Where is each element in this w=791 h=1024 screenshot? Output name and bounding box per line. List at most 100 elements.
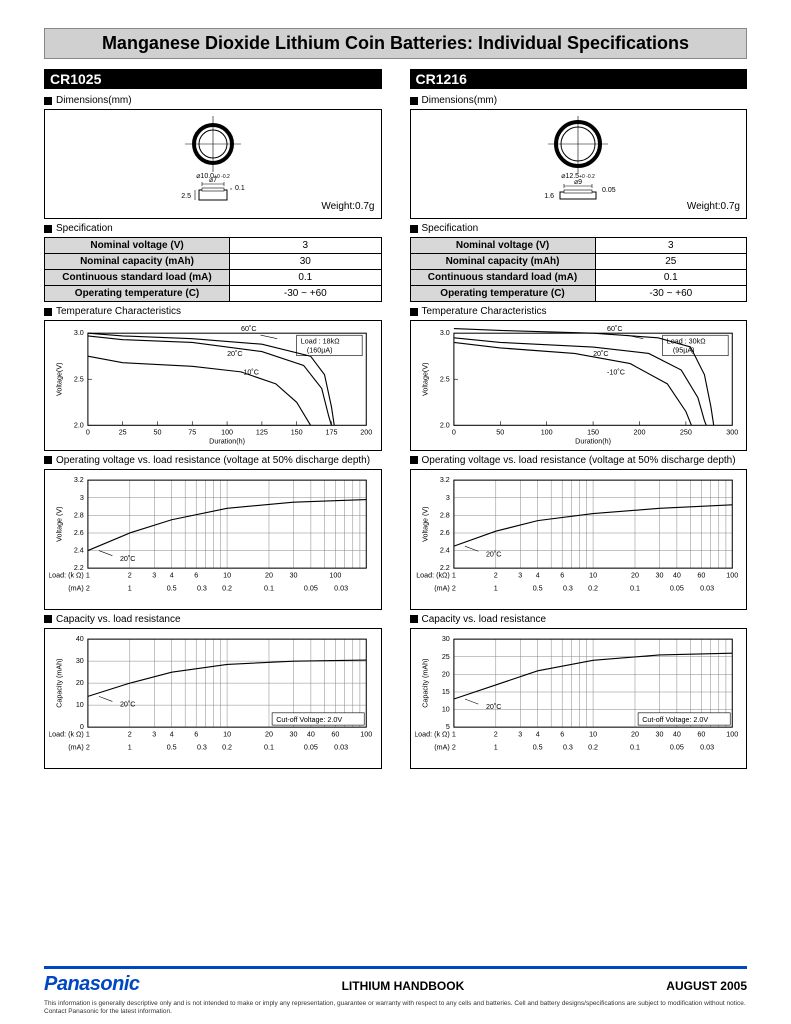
svg-text:0: 0 xyxy=(86,429,90,437)
svg-text:0.1: 0.1 xyxy=(264,744,274,752)
svg-text:3.2: 3.2 xyxy=(74,476,84,484)
svg-text:6: 6 xyxy=(194,571,198,579)
label-volt-left: Operating voltage vs. load resistance (v… xyxy=(44,455,382,466)
weight-right: Weight:0.7g xyxy=(687,201,740,212)
footer-title: LITHIUM HANDBOOK xyxy=(342,979,465,993)
svg-text:200: 200 xyxy=(633,429,645,437)
volt-chart-right: 2.22.42.62.833.2123461020304060100210.50… xyxy=(410,469,748,610)
svg-text:1: 1 xyxy=(493,744,497,752)
table-row: Nominal capacity (mAh)25 xyxy=(410,254,747,270)
svg-text:0.1: 0.1 xyxy=(630,584,640,592)
svg-text:2.0: 2.0 xyxy=(439,421,449,429)
svg-text:30: 30 xyxy=(290,730,298,738)
svg-text:⌀9: ⌀9 xyxy=(574,179,582,186)
page-title: Manganese Dioxide Lithium Coin Batteries… xyxy=(44,28,747,59)
label-dimensions-left: Dimensions(mm) xyxy=(44,95,382,106)
footer: Panasonic LITHIUM HANDBOOK AUGUST 2005 T… xyxy=(0,966,791,1016)
svg-text:0.03: 0.03 xyxy=(334,584,348,592)
table-row: Continuous standard load (mA)0.1 xyxy=(410,270,747,286)
svg-text:2.6: 2.6 xyxy=(439,529,449,537)
svg-text:3: 3 xyxy=(518,571,522,579)
label-cap-left: Capacity vs. load resistance xyxy=(44,614,382,625)
label-volt-right: Operating voltage vs. load resistance (v… xyxy=(410,455,748,466)
table-row: Nominal voltage (V)3 xyxy=(410,238,747,254)
svg-text:100: 100 xyxy=(726,730,738,738)
svg-text:2: 2 xyxy=(86,584,90,592)
svg-text:125: 125 xyxy=(256,429,268,437)
svg-text:0.05: 0.05 xyxy=(304,744,318,752)
svg-text:60˚C: 60˚C xyxy=(606,325,622,333)
svg-text:100: 100 xyxy=(221,429,233,437)
svg-text:2: 2 xyxy=(493,571,497,579)
svg-text:20: 20 xyxy=(441,670,449,678)
dimensions-box-right: ⌀12.5+0 -0.2 ⌀9 0.05 1.6 Weight:0.7g xyxy=(410,109,748,219)
svg-text:20: 20 xyxy=(265,730,273,738)
svg-text:2.0: 2.0 xyxy=(74,421,84,429)
svg-text:0.2: 0.2 xyxy=(222,744,232,752)
svg-text:20: 20 xyxy=(630,730,638,738)
cap-chart-right: 51015202530123461020304060100210.50.30.2… xyxy=(410,628,748,769)
svg-text:20˚C: 20˚C xyxy=(485,703,501,711)
svg-text:30: 30 xyxy=(655,571,663,579)
svg-text:Voltage (V): Voltage (V) xyxy=(421,506,429,541)
svg-text:Load: (k Ω): Load: (k Ω) xyxy=(49,571,84,579)
svg-text:2.5: 2.5 xyxy=(74,375,84,383)
svg-text:0.5: 0.5 xyxy=(532,584,542,592)
svg-text:2: 2 xyxy=(493,730,497,738)
svg-text:0.03: 0.03 xyxy=(334,744,348,752)
svg-text:10: 10 xyxy=(223,730,231,738)
table-row: Operating temperature (C)-30 ~ +60 xyxy=(410,286,747,302)
svg-text:2.4: 2.4 xyxy=(74,546,84,554)
svg-text:Load: (k Ω): Load: (k Ω) xyxy=(49,730,84,738)
svg-text:-10˚C: -10˚C xyxy=(241,369,259,377)
spec-table-right: Nominal voltage (V)3Nominal capacity (mA… xyxy=(410,237,748,302)
svg-text:6: 6 xyxy=(194,730,198,738)
cap-chart-left: 010203040123461020304060100210.50.30.20.… xyxy=(44,628,382,769)
svg-text:Voltage (V): Voltage (V) xyxy=(55,506,63,541)
svg-text:0.3: 0.3 xyxy=(197,584,207,592)
svg-text:6: 6 xyxy=(560,730,564,738)
footer-date: AUGUST 2005 xyxy=(666,979,747,993)
svg-text:100: 100 xyxy=(540,429,552,437)
svg-text:40: 40 xyxy=(76,635,84,643)
svg-text:3: 3 xyxy=(445,494,449,502)
svg-text:Capacity (mAh): Capacity (mAh) xyxy=(421,658,429,707)
label-dimensions-right: Dimensions(mm) xyxy=(410,95,748,106)
svg-text:3: 3 xyxy=(518,730,522,738)
coin-diagram-left: ⌀10.0+0 -0.2 ⌀7 0.1 2.5 xyxy=(143,116,283,212)
svg-text:0.1: 0.1 xyxy=(264,584,274,592)
svg-text:2: 2 xyxy=(451,744,455,752)
svg-text:3: 3 xyxy=(152,571,156,579)
svg-text:2.4: 2.4 xyxy=(439,546,449,554)
svg-text:1: 1 xyxy=(86,571,90,579)
svg-text:4: 4 xyxy=(535,571,539,579)
label-temp-left: Temperature Characteristics xyxy=(44,306,382,317)
svg-text:20: 20 xyxy=(76,679,84,687)
svg-text:0.3: 0.3 xyxy=(197,744,207,752)
svg-text:Duration(h): Duration(h) xyxy=(575,438,611,446)
part-header-left: CR1025 xyxy=(44,69,382,89)
svg-text:(mA): (mA) xyxy=(68,744,84,752)
svg-text:0.5: 0.5 xyxy=(532,744,542,752)
svg-text:2.5: 2.5 xyxy=(181,193,191,200)
svg-text:30: 30 xyxy=(290,571,298,579)
svg-text:50: 50 xyxy=(154,429,162,437)
svg-text:1: 1 xyxy=(451,730,455,738)
svg-text:1: 1 xyxy=(86,730,90,738)
svg-text:30: 30 xyxy=(441,635,449,643)
svg-text:25: 25 xyxy=(119,429,127,437)
svg-text:0.05: 0.05 xyxy=(669,584,683,592)
svg-text:0.05: 0.05 xyxy=(602,187,616,194)
table-row: Continuous standard load (mA)0.1 xyxy=(45,270,382,286)
svg-text:2.6: 2.6 xyxy=(74,529,84,537)
svg-text:60˚C: 60˚C xyxy=(241,325,257,333)
svg-text:0.03: 0.03 xyxy=(700,744,714,752)
temp-chart-right: 2.02.53.0050100150200250300Duration(h)Vo… xyxy=(410,320,748,451)
col-cr1216: CR1216 Dimensions(mm) ⌀12.5+0 -0.2 xyxy=(410,69,748,769)
svg-text:10: 10 xyxy=(441,705,449,713)
svg-text:150: 150 xyxy=(587,429,599,437)
svg-text:1: 1 xyxy=(128,584,132,592)
svg-text:15: 15 xyxy=(441,688,449,696)
svg-text:Duration(h): Duration(h) xyxy=(209,438,245,446)
svg-text:2: 2 xyxy=(128,730,132,738)
